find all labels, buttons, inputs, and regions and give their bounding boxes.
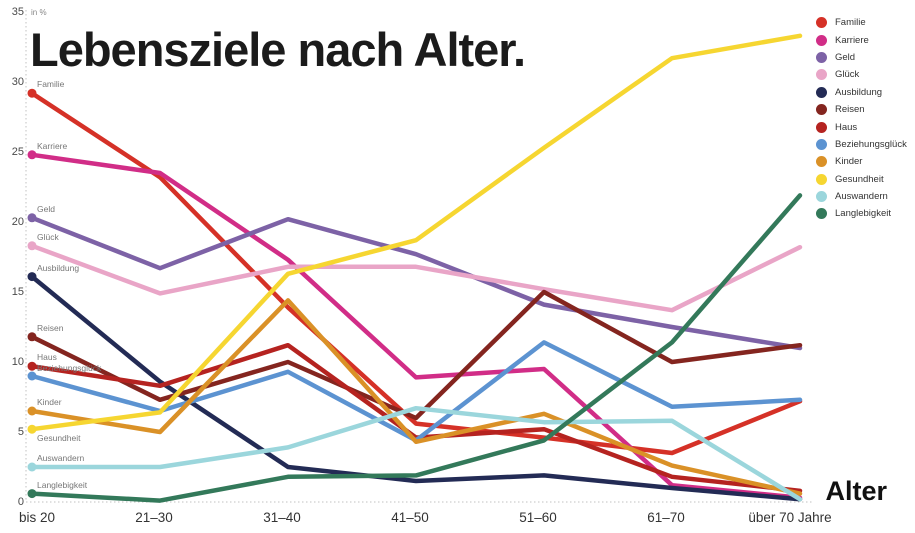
y-tick-30: 30 [11,76,24,88]
series-line-langlebigkeit [29,193,803,503]
x-tick-4: 41–50 [391,510,429,525]
series-line-gesundheit [29,33,803,432]
series-start-dot-familie [27,88,37,98]
x-axis-title: Alter [825,476,887,506]
legend-dot-beziehungsglück [816,138,827,150]
legend-label-glück: Glück [835,69,860,81]
legend-label-haus: Haus [835,121,858,133]
legend-item-kinder: Kinder [816,153,907,170]
legend-label-ausbildung: Ausbildung [835,86,883,98]
legend-dot-gesundheit [816,173,827,185]
legend-dot-glück [816,69,827,81]
series-line-reisen [29,289,803,421]
x-tick-1: bis 20 [18,510,56,525]
legend-item-geld: Geld [816,49,907,66]
legend-label-langlebigkeit: Langlebigkeit [835,208,891,220]
series-label-ausbildung: Ausbildung [37,262,80,273]
legend-label-familie: Familie [835,17,866,29]
legend-label-beziehungsglück: Beziehungsglück [835,138,907,150]
series-label-glück: Glück [37,231,59,242]
y-tick-15: 15 [11,286,24,298]
legend-label-kinder: Kinder [835,156,863,168]
page-title: Lebensziele nach Alter. [30,23,526,76]
series-start-dot-gesundheit [27,424,37,434]
legend-dot-langlebigkeit [816,208,827,220]
x-tick-3: 31–40 [263,510,301,525]
y-tick-20: 20 [11,216,24,228]
y-tick-35: 35 [11,6,24,18]
legend-label-auswandern: Auswandern [835,191,888,203]
y-axis-unit-label: in % [31,8,47,17]
series-line-glück [29,243,803,313]
legend-item-auswandern: Auswandern [816,188,907,205]
legend-item-reisen: Reisen [816,101,907,118]
series-line-kinder [29,298,803,496]
series-label-haus: Haus [37,352,57,363]
series-start-dot-haus [27,361,37,371]
y-tick-0: 0 [17,496,24,508]
legend-item-haus: Haus [816,118,907,135]
legend-item-familie: Familie [816,14,907,31]
series-start-dot-karriere [27,150,37,160]
series-label-familie: Familie [37,79,65,90]
legend-dot-auswandern [816,191,827,203]
series-line-familie [29,90,803,456]
series-line-geld [29,215,803,351]
legend-dot-geld [816,51,827,63]
legend: Familie Karriere Geld Glück Ausbildung Reisen… [816,14,907,223]
series-start-dot-geld [27,213,37,223]
series-line-auswandern [29,405,803,502]
x-tick-6: 61–70 [647,510,685,525]
series-start-dot-langlebigkeit [27,489,37,499]
series-start-dot-glück [27,241,37,251]
legend-item-ausbildung: Ausbildung [816,84,907,101]
y-tick-5: 5 [17,426,24,438]
series-line-ausbildung [29,274,803,502]
series-label-kinder: Kinder [37,397,62,407]
series-start-dot-kinder [27,406,37,416]
y-tick-10: 10 [11,356,24,368]
series-label-geld: Geld [37,203,55,214]
legend-item-glück: Glück [816,66,907,83]
legend-item-langlebigkeit: Langlebigkeit [816,205,907,222]
legend-label-gesundheit: Gesundheit [835,173,884,185]
legend-dot-haus [816,121,827,133]
legend-label-geld: Geld [835,51,856,63]
series-label-gesundheit: Gesundheit [37,433,81,444]
legend-item-gesundheit: Gesundheit [816,171,907,188]
series-start-dot-auswandern [27,462,37,472]
series-label-beziehungsglück: Beziehungsglück [37,363,102,373]
legend-dot-kinder [816,156,827,168]
legend-label-karriere: Karriere [835,34,869,46]
x-tick-5: 51–60 [519,510,557,525]
series-label-langlebigkeit: Langlebigkeit [37,479,88,490]
legend-dot-reisen [816,104,827,116]
series-label-reisen: Reisen [37,322,64,333]
series-label-auswandern: Auswandern [37,453,85,463]
legend-dot-karriere [816,34,827,46]
legend-item-beziehungsglück: Beziehungsglück [816,136,907,153]
y-tick-25: 25 [11,146,24,158]
series-start-dot-reisen [27,332,37,342]
series-label-karriere: Karriere [37,140,68,151]
series-start-dot-ausbildung [27,272,37,282]
legend-item-karriere: Karriere [816,31,907,48]
legend-label-reisen: Reisen [835,104,865,116]
legend-dot-familie [816,17,827,29]
legend-dot-ausbildung [816,86,827,98]
series-start-dot-beziehungsglück [27,371,37,381]
x-tick-7: über 70 Jahre [748,510,832,525]
x-tick-2: 21–30 [135,510,173,525]
series-line-karriere [29,152,803,501]
